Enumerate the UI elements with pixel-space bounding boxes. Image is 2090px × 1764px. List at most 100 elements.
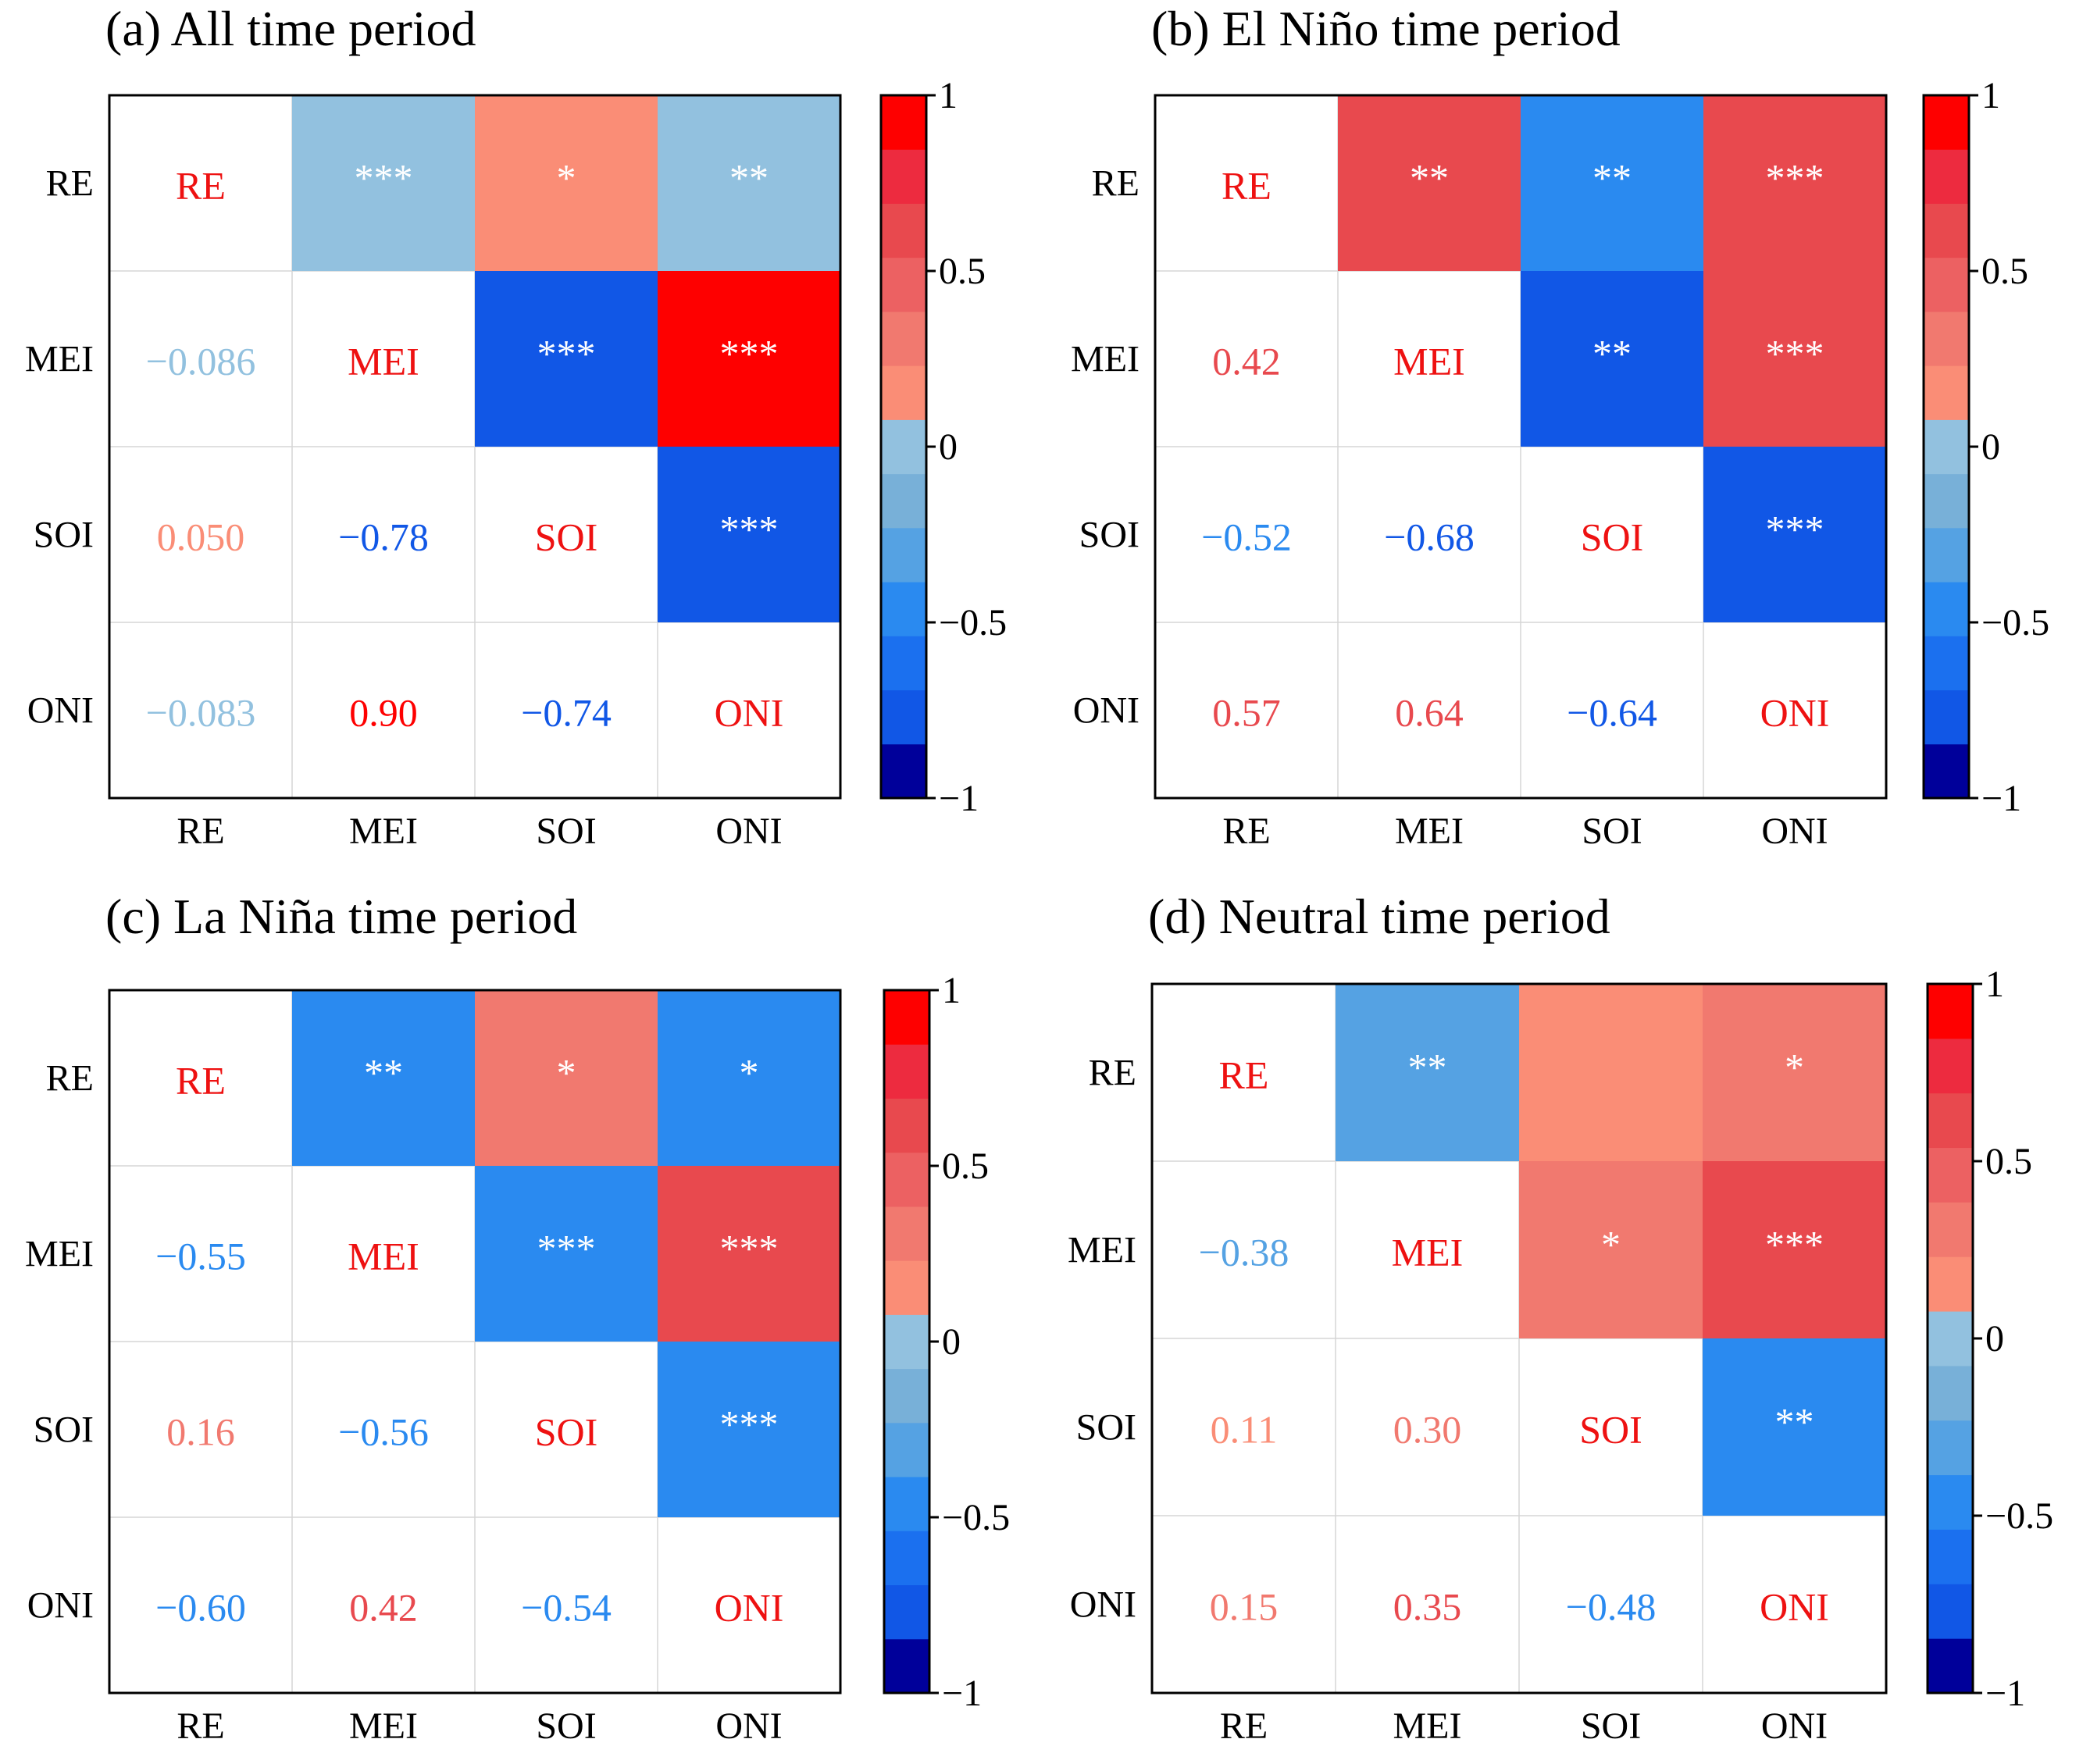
colorbar-tick-label: −0.5 xyxy=(939,602,1007,643)
colorbar-segment xyxy=(884,1152,929,1207)
colorbar-tick-label: 0.5 xyxy=(939,251,986,292)
colorbar-segment xyxy=(881,95,926,150)
correlation-value: 0.30 xyxy=(1393,1408,1462,1452)
column-label: ONI xyxy=(1761,811,1828,852)
heatmap-cell xyxy=(1703,984,1886,1161)
row-label: SOI xyxy=(1076,1407,1136,1449)
panel-title: (d) Neutral time period xyxy=(1148,889,1610,944)
row-label: MEI xyxy=(1068,1230,1136,1271)
significance-stars: * xyxy=(1601,1223,1621,1267)
panel-title: (b) El Niño time period xyxy=(1151,1,1621,56)
heatmap-cell xyxy=(658,990,840,1166)
correlation-value: −0.60 xyxy=(155,1586,246,1630)
correlation-value: −0.74 xyxy=(521,691,612,735)
correlation-value: −0.086 xyxy=(146,340,256,383)
colorbar-segment xyxy=(1924,527,1969,583)
correlation-value: −0.68 xyxy=(1384,515,1475,559)
heatmap-cell xyxy=(292,990,475,1166)
heatmap-cell xyxy=(1519,984,1703,1161)
row-label: MEI xyxy=(1071,339,1140,380)
colorbar-segment xyxy=(881,743,926,799)
colorbar-tick-label: 1 xyxy=(942,970,961,1011)
row-label: RE xyxy=(1089,1053,1136,1094)
heatmap-cell xyxy=(1703,447,1886,622)
correlation-value: −0.38 xyxy=(1199,1231,1289,1274)
significance-stars: ** xyxy=(1408,1046,1447,1089)
colorbar-segment xyxy=(1928,1474,1973,1530)
colorbar-tick-label: 1 xyxy=(1981,75,2000,116)
correlation-value: −0.48 xyxy=(1566,1585,1657,1629)
colorbar-segment xyxy=(884,1422,929,1477)
colorbar-segment xyxy=(884,1206,929,1261)
heatmap-cell xyxy=(292,95,475,271)
row-label: RE xyxy=(46,163,94,205)
colorbar-segment xyxy=(1928,1038,1973,1094)
colorbar-segment xyxy=(1928,1584,1973,1639)
colorbar-tick-label: −1 xyxy=(939,778,979,819)
column-label: MEI xyxy=(1395,811,1464,852)
colorbar-tick-label: −1 xyxy=(1985,1673,2025,1714)
significance-stars: *** xyxy=(720,332,779,376)
heatmap-cell xyxy=(1521,95,1703,271)
correlation-value: 0.42 xyxy=(1212,340,1281,383)
diagonal-label: RE xyxy=(1222,164,1271,208)
row-label: MEI xyxy=(25,1234,94,1275)
diagonal-label: MEI xyxy=(1393,340,1465,383)
heatmap-cell xyxy=(475,271,658,447)
row-label: MEI xyxy=(25,339,94,380)
colorbar-tick-label: 0 xyxy=(942,1321,961,1363)
significance-stars: ** xyxy=(1592,332,1632,376)
heatmap-frame xyxy=(1150,982,1888,1695)
significance-stars: *** xyxy=(720,1227,779,1270)
column-label: MEI xyxy=(349,1705,418,1747)
heatmap-frame xyxy=(108,989,842,1695)
correlation-value: 0.64 xyxy=(1395,691,1464,735)
diagonal-label: RE xyxy=(176,1059,226,1103)
colorbar-segment xyxy=(884,1584,929,1640)
colorbar-segment xyxy=(1928,984,1973,1039)
diagonal-label: ONI xyxy=(715,1586,784,1630)
column-label: SOI xyxy=(536,811,596,852)
significance-stars: * xyxy=(557,156,576,200)
correlation-value: 0.35 xyxy=(1393,1585,1462,1629)
heatmap-cell xyxy=(1703,95,1886,271)
colorbar-tick-label: −1 xyxy=(942,1673,982,1714)
heatmap-frame xyxy=(108,94,842,800)
diagonal-label: SOI xyxy=(1579,1408,1642,1452)
heatmap-cell xyxy=(1338,95,1521,271)
colorbar-tick-label: −0.5 xyxy=(1981,602,2049,643)
significance-stars: ** xyxy=(1775,1400,1814,1444)
colorbar-segment xyxy=(1928,1092,1973,1149)
colorbar-segment xyxy=(881,257,926,312)
colorbar-tick-label: −1 xyxy=(1981,778,2021,819)
significance-stars: *** xyxy=(1766,332,1824,376)
colorbar-segment xyxy=(1924,743,1969,799)
heatmap-cell xyxy=(475,990,658,1166)
panel-title: (c) La Niña time period xyxy=(105,889,577,944)
correlation-value: 0.050 xyxy=(157,515,245,559)
colorbar-segment xyxy=(881,365,926,420)
colorbar-segment xyxy=(1928,1529,1973,1584)
significance-stars: * xyxy=(1785,1046,1804,1089)
colorbar-segment xyxy=(881,149,926,204)
significance-stars: *** xyxy=(720,508,779,551)
colorbar-segment xyxy=(1928,1420,1973,1476)
colorbar-segment xyxy=(884,1531,929,1586)
diagonal-label: SOI xyxy=(1581,515,1644,559)
row-label: SOI xyxy=(34,515,94,556)
column-label: RE xyxy=(177,1705,224,1747)
row-label: SOI xyxy=(1079,515,1140,556)
colorbar-segment xyxy=(1928,1147,1973,1203)
colorbar-segment xyxy=(884,1477,929,1531)
heatmap-cell xyxy=(1521,271,1703,447)
significance-stars: * xyxy=(557,1051,576,1095)
colorbar-segment xyxy=(881,203,926,258)
colorbar-segment xyxy=(884,1314,929,1370)
colorbar-segment xyxy=(884,1368,929,1424)
colorbar-segment xyxy=(1924,95,1969,150)
colorbar-segment xyxy=(881,419,926,475)
heatmap-cell xyxy=(1703,1338,1886,1516)
